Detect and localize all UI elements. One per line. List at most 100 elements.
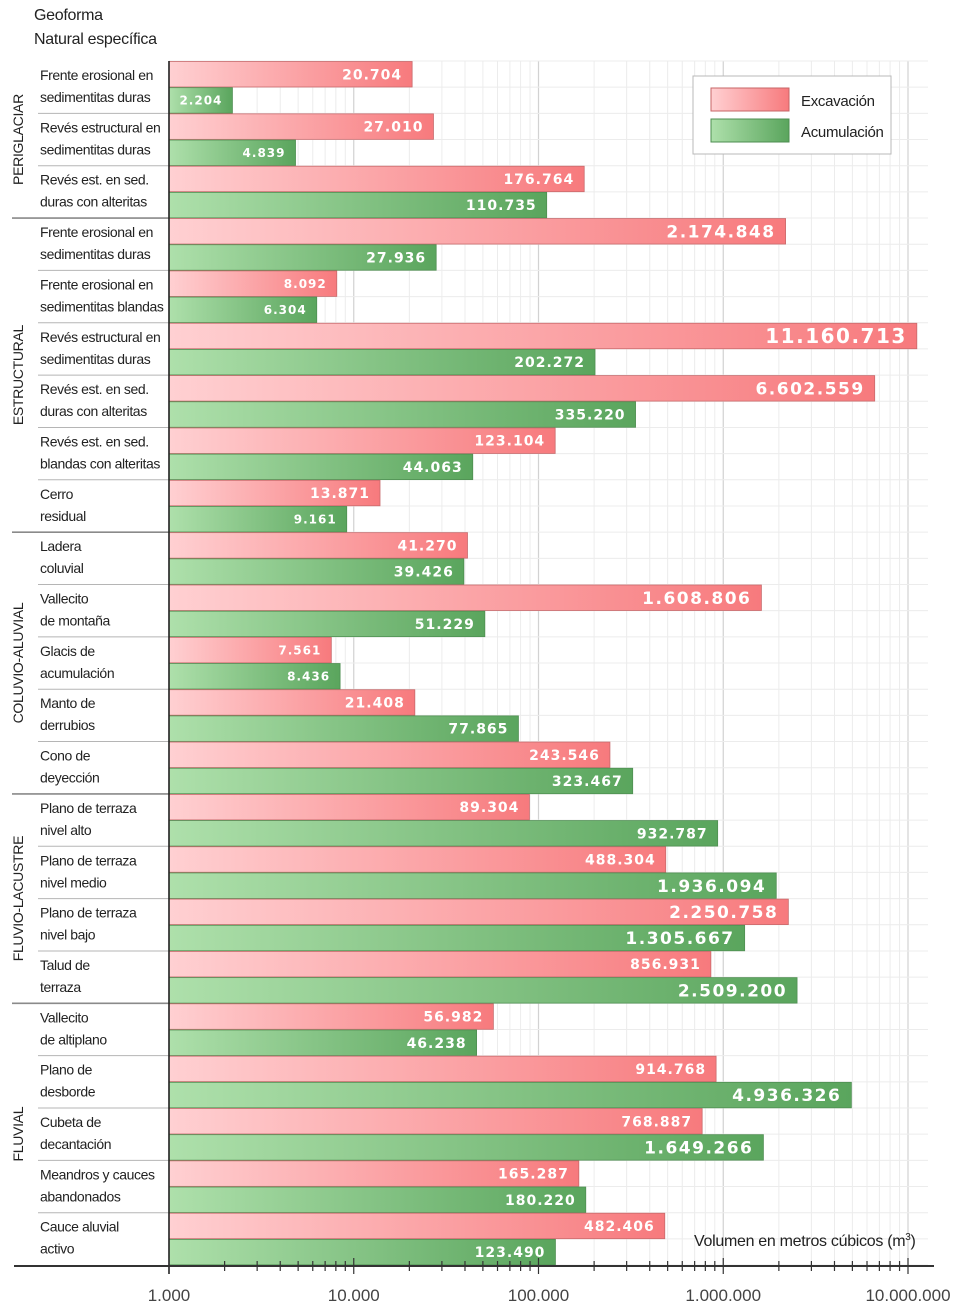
value-label-acumulacion: 8.436 — [287, 670, 330, 684]
category-label: Cubeta de — [40, 1114, 102, 1130]
group-label: FLUVIAL — [10, 1106, 26, 1161]
bar-excavacion — [168, 1055, 717, 1083]
category-label: Frente erosional en — [40, 276, 153, 292]
bar-acumulacion — [168, 401, 636, 428]
legend-label-acumulacion: Acumulación — [801, 124, 884, 141]
category-label: Talud de — [40, 957, 90, 973]
category-label: Glacis de — [40, 643, 95, 659]
bar-excavacion — [168, 427, 556, 454]
bar-acumulacion — [168, 139, 296, 166]
x-axis-title: Volumen en metros cúbicos (m3) — [694, 1232, 916, 1250]
bar-excavacion — [168, 1108, 703, 1135]
value-label-excavacion: 27.010 — [363, 120, 423, 136]
legend-swatch-excavacion — [710, 87, 790, 112]
value-label-acumulacion: 4.839 — [243, 146, 286, 160]
value-label-acumulacion: 2.204 — [179, 94, 222, 108]
x-tick-label: 100.000 — [508, 1286, 569, 1305]
header-line-2: Natural específica — [34, 31, 157, 48]
bar-excavacion — [168, 113, 434, 140]
category-label: Manto de — [40, 695, 96, 711]
value-label-acumulacion: 77.865 — [448, 722, 508, 738]
bar-acumulacion — [168, 506, 348, 533]
bar-acumulacion — [168, 453, 474, 481]
legend-swatch-acumulacion — [710, 118, 790, 143]
value-label-excavacion: 1.608.806 — [642, 589, 751, 609]
category-label: sedimentitas duras — [40, 351, 151, 367]
category-label: sedimentitas duras — [40, 246, 151, 262]
bar-acumulacion — [168, 1134, 764, 1161]
value-label-acumulacion: 202.272 — [514, 355, 585, 371]
x-tick-label: 1.000.000 — [685, 1286, 761, 1305]
value-label-excavacion: 176.764 — [503, 172, 574, 188]
value-label-acumulacion: 335.220 — [555, 408, 626, 424]
x-tick-label: 10.000 — [328, 1286, 380, 1305]
value-label-excavacion: 7.561 — [278, 643, 321, 657]
category-label: Revés est. en sed. — [40, 433, 149, 449]
category-label: Plano de terraza — [40, 852, 137, 868]
value-label-excavacion: 2.250.758 — [669, 903, 778, 923]
bar-acumulacion — [168, 715, 519, 742]
value-label-acumulacion: 39.426 — [394, 565, 454, 581]
category-label: nivel medio — [40, 874, 107, 890]
bar-acumulacion — [168, 191, 548, 219]
value-label-acumulacion: 46.238 — [407, 1036, 467, 1052]
value-label-acumulacion: 51.229 — [415, 617, 475, 633]
value-label-excavacion: 165.287 — [498, 1167, 569, 1183]
bar-acumulacion — [168, 924, 746, 952]
category-label: Meandros y cauces — [40, 1166, 155, 1182]
bar-excavacion — [168, 375, 876, 402]
value-label-acumulacion: 1.936.094 — [657, 877, 766, 897]
bar-acumulacion — [168, 296, 318, 323]
legend-label-excavacion: Excavación — [801, 93, 875, 110]
value-label-acumulacion: 323.467 — [552, 774, 623, 790]
category-label: duras con alteritas — [40, 194, 147, 210]
bar-excavacion — [168, 61, 413, 88]
category-label: Plano de — [40, 1062, 93, 1078]
value-label-excavacion: 856.931 — [630, 957, 701, 973]
group-label: ESTRUCTURAL — [10, 325, 26, 426]
value-label-excavacion: 768.887 — [621, 1114, 692, 1130]
bar-acumulacion — [168, 767, 634, 795]
bar-excavacion — [168, 479, 381, 507]
bar-excavacion — [168, 1160, 580, 1187]
value-label-excavacion: 6.602.559 — [755, 379, 864, 399]
value-label-excavacion: 56.982 — [423, 1010, 483, 1026]
value-label-excavacion: 914.768 — [635, 1062, 706, 1078]
value-label-excavacion: 13.871 — [310, 486, 370, 502]
value-label-acumulacion: 123.490 — [475, 1245, 546, 1261]
value-label-acumulacion: 932.787 — [637, 826, 708, 842]
category-label: blandas con alteritas — [40, 455, 160, 471]
bar-excavacion — [168, 951, 712, 978]
category-label: Plano de terraza — [40, 800, 137, 816]
value-label-excavacion: 488.304 — [585, 853, 656, 869]
category-label: deyección — [40, 770, 99, 786]
category-label: Vallecito — [40, 1009, 89, 1025]
category-label: Plano de terraza — [40, 905, 137, 921]
x-axis: 1.000 10.000 100.000 1.000.000 10.000.000 — [14, 61, 951, 1305]
value-label-excavacion: 21.408 — [345, 695, 405, 711]
x-tick-label: 1.000 — [148, 1286, 191, 1305]
category-label: coluvial — [40, 560, 84, 576]
value-label-excavacion: 11.160.713 — [765, 324, 907, 348]
category-labels: Frente erosional en sedimentitas duras Rev… — [10, 67, 169, 1257]
value-label-acumulacion: 9.161 — [294, 513, 337, 527]
value-label-acumulacion: 27.936 — [366, 251, 426, 267]
value-label-excavacion: 123.104 — [474, 434, 545, 450]
category-label: decantación — [40, 1136, 111, 1152]
value-label-acumulacion: 44.063 — [403, 460, 463, 476]
category-label: Revés est. en sed. — [40, 172, 149, 188]
bar-excavacion — [168, 532, 468, 559]
x-axis-title-close: ) — [911, 1233, 916, 1250]
category-label: desborde — [40, 1084, 96, 1100]
category-label: duras con alteritas — [40, 403, 147, 419]
group-label: PERIGLACIAR — [10, 94, 26, 185]
bar-acumulacion — [168, 977, 798, 1004]
category-label: Vallecito — [40, 591, 89, 607]
category-label: nivel bajo — [40, 927, 96, 943]
x-tick-label: 10.000.000 — [865, 1286, 950, 1305]
value-label-excavacion: 20.704 — [342, 67, 402, 83]
category-label: Frente erosional en — [40, 67, 153, 83]
bar-acumulacion — [168, 610, 486, 638]
category-label: Revés estructural en — [40, 329, 160, 345]
category-label: Revés estructural en — [40, 119, 160, 135]
